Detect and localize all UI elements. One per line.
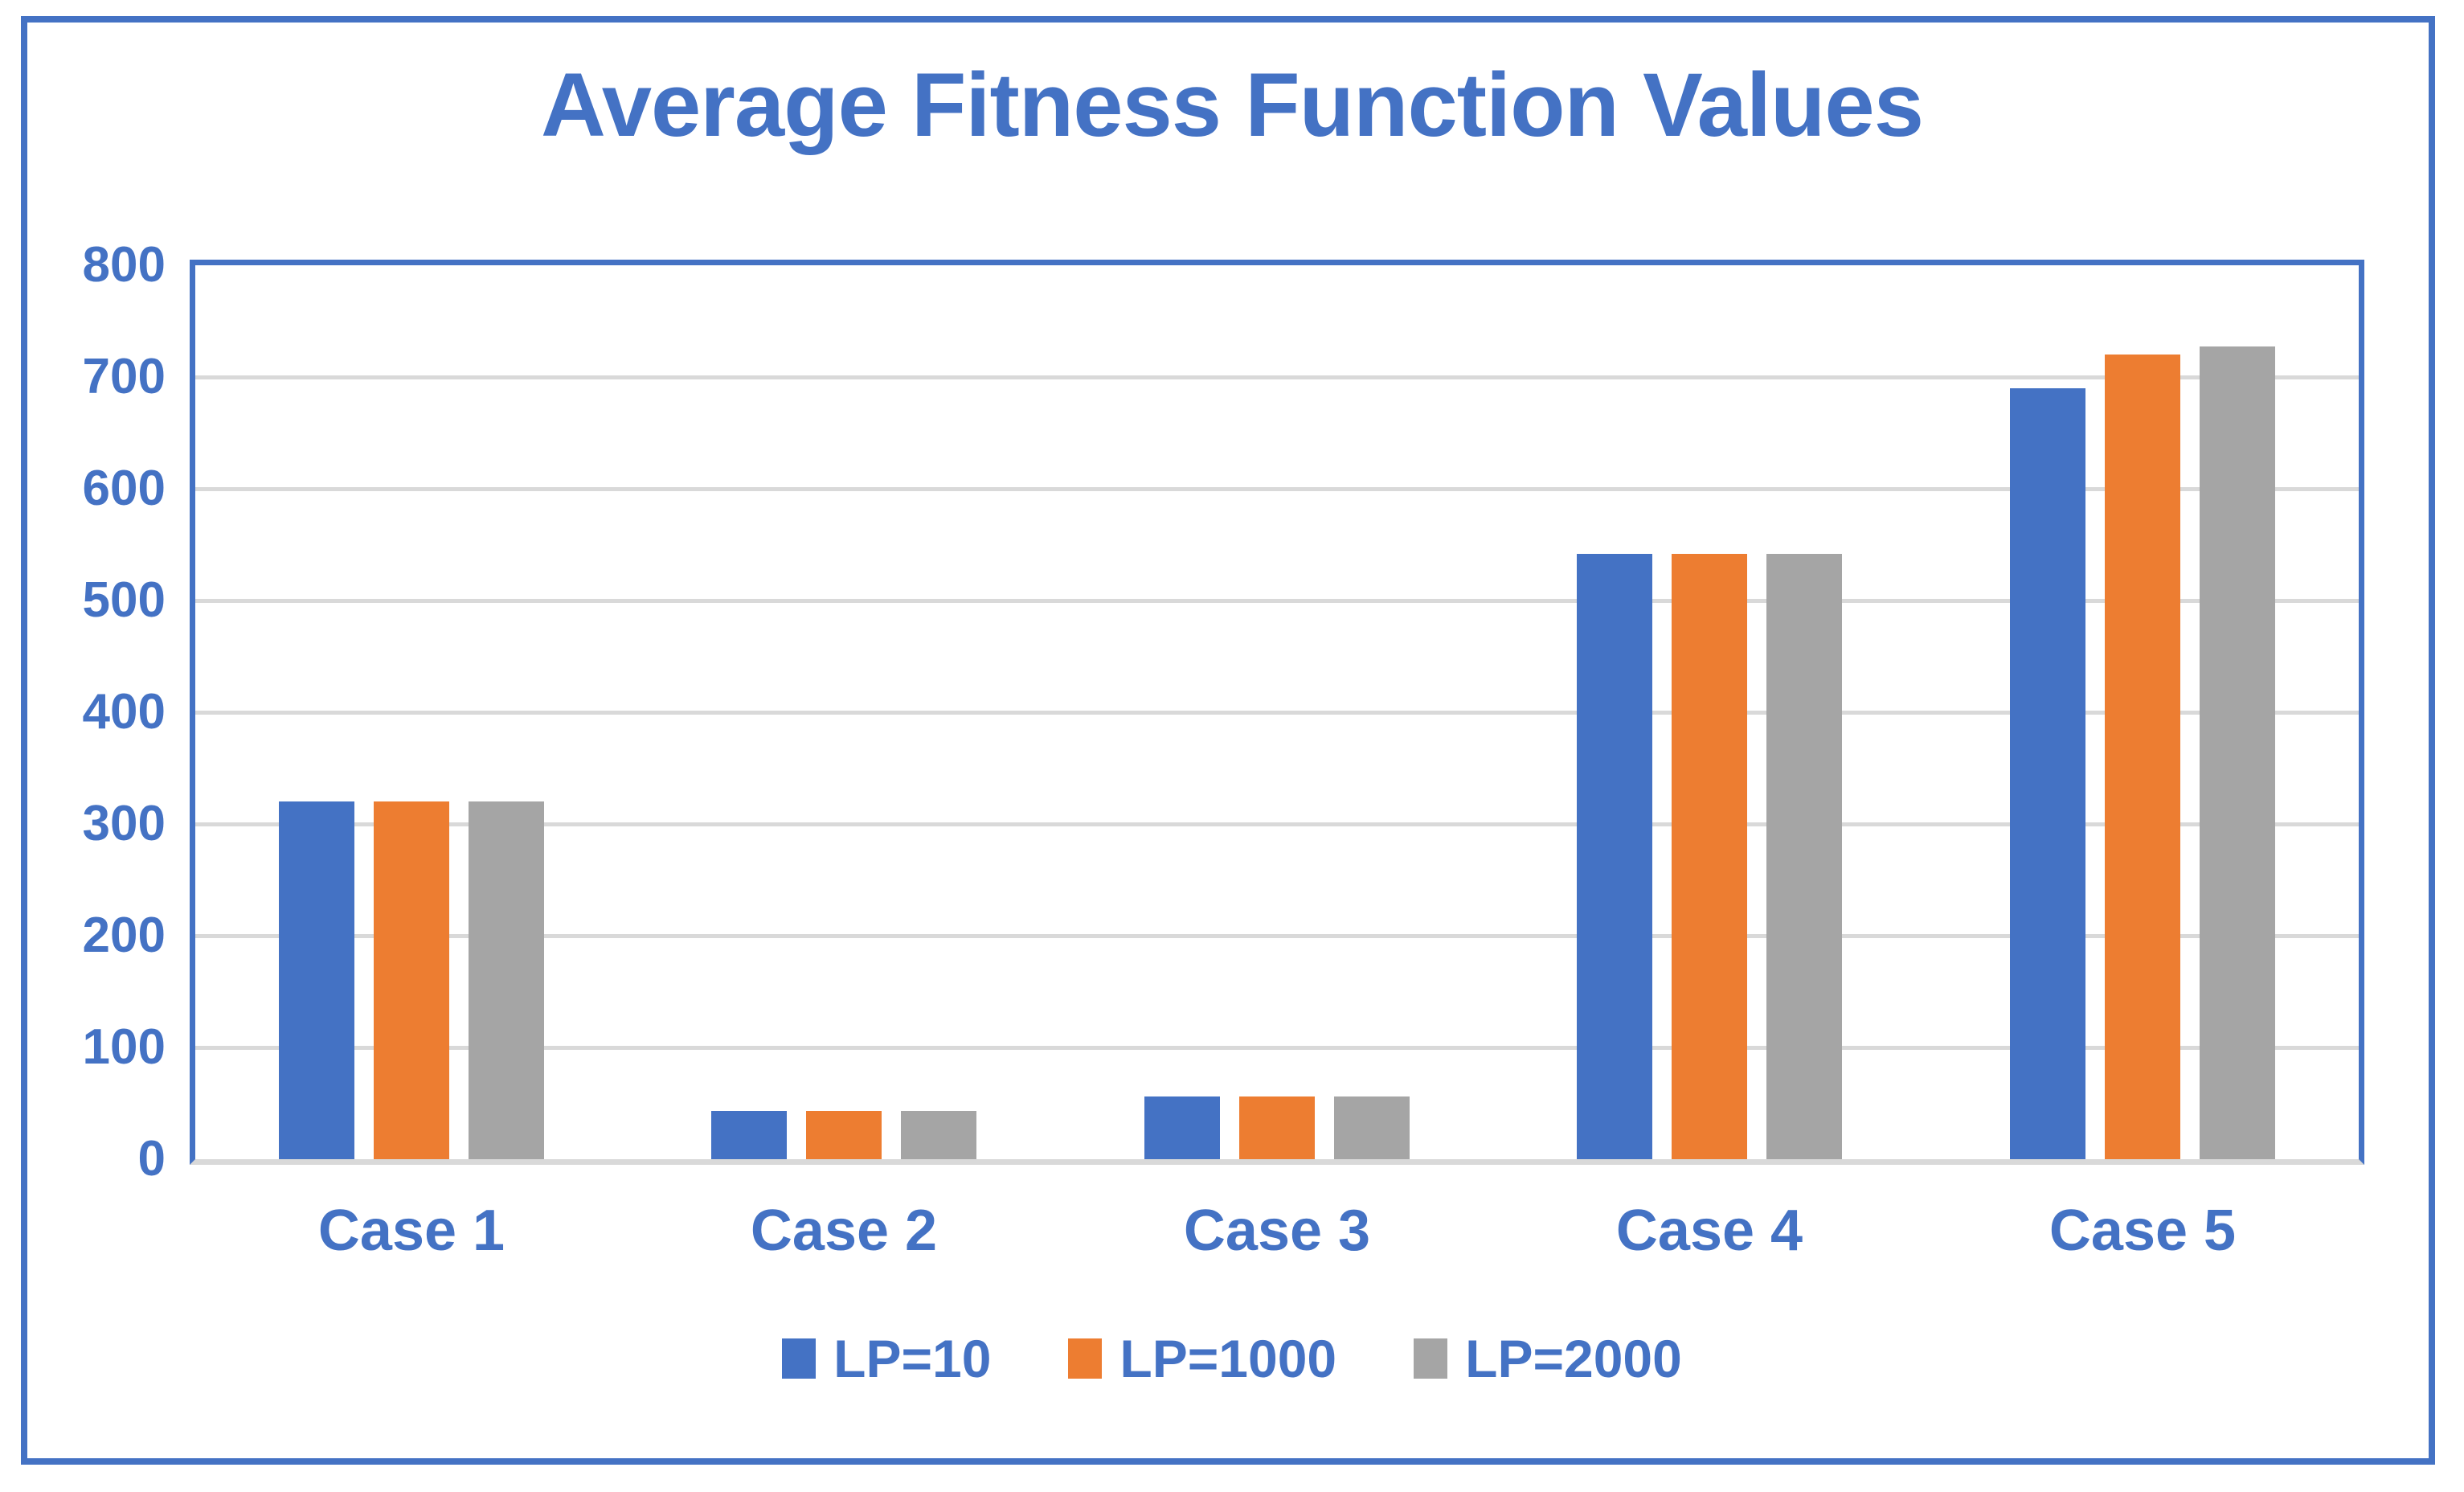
bar-LP=2000-case-2 bbox=[901, 1111, 976, 1159]
bar-group-case-3 bbox=[1061, 1096, 1493, 1159]
plot-area bbox=[190, 260, 2364, 1165]
legend-marker-icon bbox=[782, 1338, 817, 1379]
y-tick-label-800: 800 bbox=[82, 237, 166, 293]
bar-group-case-1 bbox=[195, 801, 628, 1159]
y-tick-label-100: 100 bbox=[82, 1019, 166, 1075]
y-tick-label-500: 500 bbox=[82, 572, 166, 628]
legend-item-LP=10: LP=10 bbox=[782, 1328, 991, 1389]
bar-LP=2000-case-4 bbox=[1766, 554, 1842, 1159]
y-tick-label-0: 0 bbox=[137, 1131, 166, 1187]
chart-title: Average Fitness Function Values bbox=[540, 55, 1924, 155]
bar-LP=10-case-3 bbox=[1144, 1096, 1220, 1159]
bar-LP=10-case-4 bbox=[1577, 554, 1652, 1159]
legend-item-LP=1000: LP=1000 bbox=[1068, 1328, 1336, 1389]
gridline-700 bbox=[195, 375, 2359, 379]
bar-LP=10-case-5 bbox=[2010, 388, 2085, 1159]
gridline-500 bbox=[195, 599, 2359, 603]
legend-item-LP=2000: LP=2000 bbox=[1414, 1328, 1682, 1389]
y-tick-label-400: 400 bbox=[82, 684, 166, 740]
legend-marker-icon bbox=[1068, 1338, 1103, 1379]
gridline-600 bbox=[195, 487, 2359, 491]
x-category-label-4: Case 4 bbox=[1615, 1199, 1803, 1263]
bar-group-case-4 bbox=[1493, 554, 1926, 1159]
bar-LP=1000-case-2 bbox=[806, 1111, 882, 1159]
y-tick-label-700: 700 bbox=[82, 349, 166, 404]
legend: LP=10 LP=1000 LP=2000 bbox=[0, 1328, 2464, 1389]
legend-label: LP=10 bbox=[833, 1329, 992, 1388]
y-tick-label-300: 300 bbox=[82, 796, 166, 851]
bar-LP=2000-case-3 bbox=[1334, 1096, 1410, 1159]
bar-LP=2000-case-1 bbox=[469, 801, 544, 1159]
x-category-label-3: Case 3 bbox=[1183, 1199, 1371, 1263]
bar-group-case-2 bbox=[628, 1111, 1060, 1159]
x-category-label-1: Case 1 bbox=[317, 1199, 505, 1263]
bar-LP=10-case-2 bbox=[711, 1111, 787, 1159]
outer-border bbox=[21, 16, 2435, 1465]
legend-marker-icon bbox=[1414, 1338, 1448, 1379]
gridline-200 bbox=[195, 934, 2359, 938]
bar-LP=1000-case-5 bbox=[2105, 355, 2180, 1159]
legend-label: LP=2000 bbox=[1465, 1329, 1682, 1388]
x-category-label-5: Case 5 bbox=[2049, 1199, 2237, 1263]
gridline-100 bbox=[195, 1046, 2359, 1050]
bar-LP=1000-case-1 bbox=[374, 801, 449, 1159]
gridline-400 bbox=[195, 711, 2359, 715]
legend-label: LP=1000 bbox=[1119, 1329, 1337, 1388]
bar-LP=1000-case-3 bbox=[1239, 1096, 1315, 1159]
y-tick-label-200: 200 bbox=[82, 908, 166, 963]
bar-group-case-5 bbox=[1926, 346, 2359, 1159]
x-category-label-2: Case 2 bbox=[750, 1199, 938, 1263]
bar-LP=10-case-1 bbox=[279, 801, 354, 1159]
gridline-300 bbox=[195, 822, 2359, 826]
y-tick-label-600: 600 bbox=[82, 461, 166, 516]
bar-LP=1000-case-4 bbox=[1672, 554, 1747, 1159]
bar-LP=2000-case-5 bbox=[2200, 346, 2275, 1159]
